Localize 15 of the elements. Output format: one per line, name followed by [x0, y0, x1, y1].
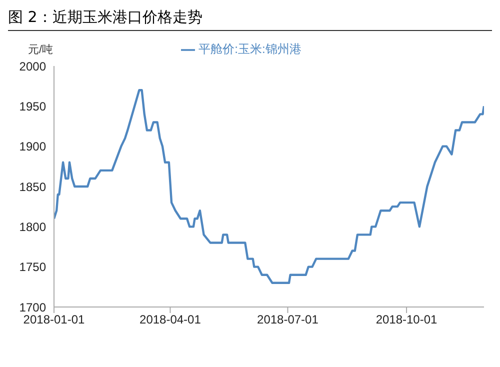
- y-tick-label: 1800: [19, 220, 46, 234]
- y-axis-title: 元/吨: [28, 43, 54, 57]
- y-tick-label: 1950: [19, 99, 46, 114]
- y-tick-label: 1900: [19, 140, 46, 154]
- x-tick-label: 2018-04-01: [140, 312, 202, 327]
- legend-label: 平舱价:玉米:锦州港: [198, 42, 302, 56]
- y-tick-label: 2000: [19, 59, 46, 74]
- x-tick-label: 2018-10-01: [376, 312, 438, 327]
- chart-title: 图 2：近期玉米港口价格走势: [8, 8, 492, 31]
- y-tick-label: 1850: [19, 180, 46, 194]
- x-tick-label: 2018-07-01: [257, 312, 319, 327]
- line-series: [54, 89, 484, 284]
- x-tick-label: 2018-01-01: [23, 312, 86, 327]
- y-tick-label: 1700: [19, 300, 46, 314]
- y-tick-label: 1750: [19, 260, 46, 274]
